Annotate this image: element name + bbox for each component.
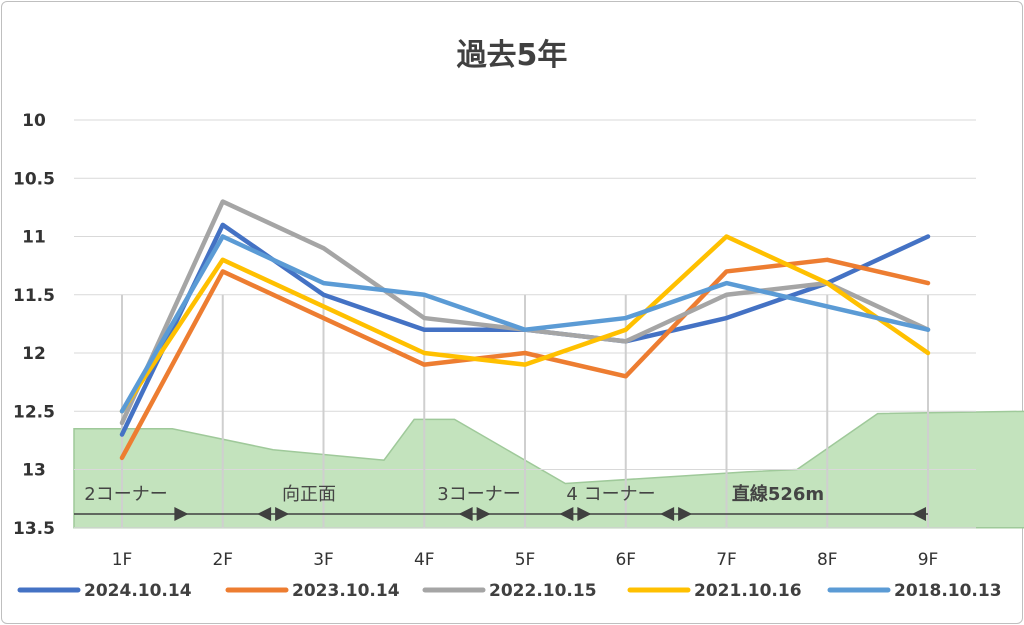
x-tick-label: 6F	[615, 550, 636, 570]
section-arrowhead	[678, 507, 693, 521]
section-arrowhead	[476, 507, 491, 521]
legend-label: 2024.10.14	[84, 581, 192, 601]
section-arrowhead	[660, 507, 675, 521]
x-tick-label: 8F	[817, 550, 838, 570]
x-tick-label: 2F	[212, 550, 233, 570]
y-tick-label: 10	[22, 111, 46, 131]
legend-label: 2023.10.14	[292, 581, 400, 601]
series-line	[119, 234, 931, 414]
legend-label: 2018.10.13	[894, 581, 1002, 601]
y-tick-label: 12	[22, 344, 46, 364]
legend: 2024.10.14 2023.10.14 2022.10.15 2021.10.16…	[17, 581, 1002, 601]
course-section-label: 向正面	[282, 484, 336, 505]
y-axis-ticks: 10 10.5 11 11.5 12 12.5 13 13.5	[13, 111, 55, 539]
y-tick-label: 13	[22, 461, 46, 481]
y-tick-label: 11.5	[13, 286, 55, 306]
gridlines	[74, 119, 976, 529]
course-profile-area	[73, 410, 1024, 529]
x-tick-label: 4F	[414, 550, 435, 570]
course-section-label: 直線526m	[732, 483, 824, 505]
section-arrowhead	[458, 507, 473, 521]
course-background	[73, 410, 1024, 529]
y-tick-label: 10.5	[13, 169, 55, 189]
series-line	[119, 234, 931, 414]
y-tick-label: 12.5	[13, 402, 55, 422]
x-tick-label: 1F	[112, 550, 133, 570]
x-tick-label: 3F	[313, 550, 334, 570]
course-section-label: 3コーナー	[437, 484, 520, 505]
x-tick-label: 7F	[716, 550, 737, 570]
chart-title: 過去5年	[456, 38, 568, 73]
legend-label: 2021.10.16	[694, 581, 802, 601]
y-tick-label: 11	[22, 228, 46, 248]
section-arrowhead	[257, 507, 272, 521]
section-arrowhead	[559, 507, 574, 521]
course-sections: 2コーナー 向正面 3コーナー 4 コーナー 直線526m	[74, 483, 928, 521]
course-section-label: 2コーナー	[84, 484, 167, 505]
section-arrowhead	[174, 507, 189, 521]
x-axis-ticks: 1F 2F 3F 4F 5F 6F 7F 8F 9F	[112, 550, 939, 570]
section-arrowhead	[275, 507, 290, 521]
section-arrowhead	[912, 507, 926, 521]
section-arrowhead	[577, 507, 592, 521]
series-line	[119, 257, 931, 461]
course-section-label: 4 コーナー	[566, 484, 655, 505]
series-lines	[119, 199, 931, 461]
y-tick-label: 13.5	[13, 519, 55, 539]
x-tick-label: 9F	[918, 550, 939, 570]
x-tick-label: 5F	[515, 550, 536, 570]
legend-label: 2022.10.15	[489, 581, 597, 601]
